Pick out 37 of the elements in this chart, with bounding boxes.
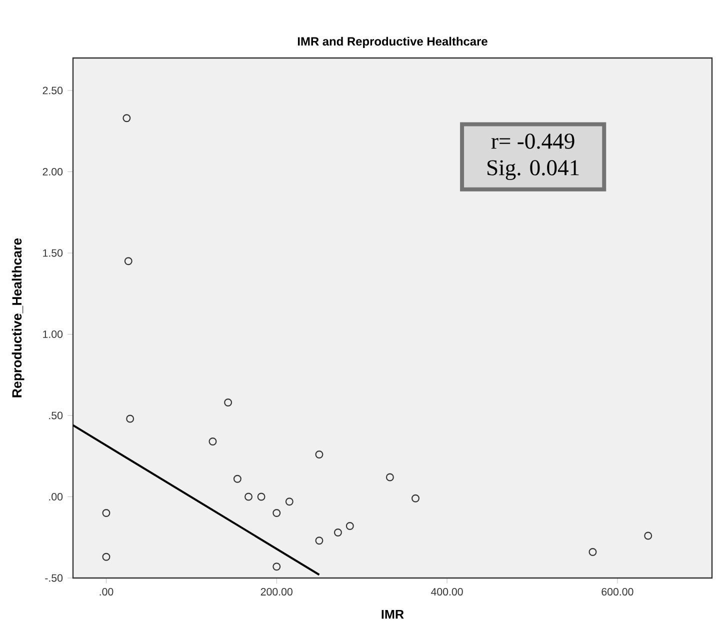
point <box>124 257 132 266</box>
x-tick-label: 400.00 <box>431 588 463 596</box>
annotation: Sig. 0.041 <box>488 160 579 180</box>
point <box>244 492 252 501</box>
point <box>315 450 324 458</box>
point <box>102 509 110 517</box>
point <box>334 528 342 536</box>
y-tick-label: 2.50 <box>42 86 63 94</box>
point <box>272 509 281 517</box>
point <box>386 473 394 482</box>
point <box>208 438 217 446</box>
point <box>224 398 232 406</box>
point <box>257 492 266 501</box>
point <box>412 494 420 502</box>
point <box>102 552 110 561</box>
point <box>272 562 281 571</box>
chart-title: IMR and Reproductive Healthcare <box>298 36 488 48</box>
x-tick-label: 600.00 <box>602 588 634 596</box>
y-tick-label: 1.00 <box>43 330 63 338</box>
y-axis-title: Reproductive_Healthcare <box>12 238 24 398</box>
y-tick-label: -.50 <box>45 574 63 582</box>
x-tick-label: .00 <box>100 588 114 596</box>
point <box>122 114 131 122</box>
x-axis-title: IMR <box>382 610 404 619</box>
point <box>126 414 134 423</box>
y-tick-label: .00 <box>49 492 63 501</box>
y-tick-label: 1.50 <box>43 249 63 257</box>
y-tick-label: .50 <box>49 412 63 420</box>
y-tick-label: 2.00 <box>42 168 63 176</box>
point <box>644 532 652 540</box>
annotation: r= -0.449 <box>491 134 574 149</box>
point <box>346 522 354 530</box>
x-tick-label: 200.00 <box>260 588 292 596</box>
point <box>588 548 597 556</box>
point <box>315 536 324 545</box>
point <box>233 474 242 483</box>
point <box>285 498 294 506</box>
